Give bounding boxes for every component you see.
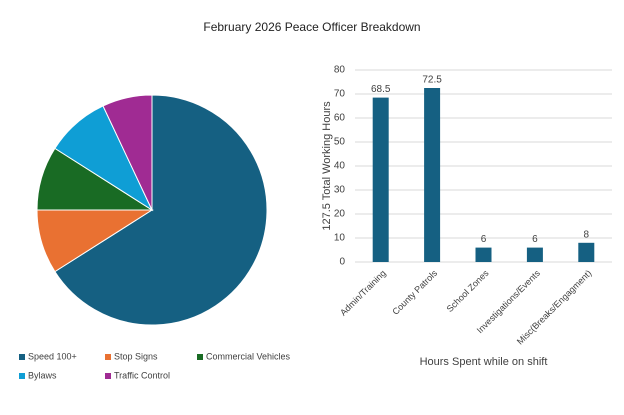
legend-label: Commercial Vehicles [206,351,291,361]
value-label: 6 [532,234,538,245]
value-label: 6 [481,234,487,245]
value-label: 72.5 [422,75,442,86]
bar [372,97,389,262]
x-axis-title: Hours Spent while on shift [420,356,548,368]
legend-swatch [197,354,203,360]
bar [578,242,595,262]
y-tick-label: 10 [334,233,346,244]
bar [475,247,492,262]
y-tick-label: 50 [334,137,346,148]
y-tick-label: 20 [334,209,346,220]
bar [526,247,543,262]
legend-label: Traffic Control [114,370,170,380]
pie-slice [54,94,268,326]
value-label: 8 [584,229,590,240]
y-tick-label: 80 [334,65,346,76]
y-axis-title: 127.5 Total Working Hours [321,101,333,231]
legend-swatch [19,373,25,379]
y-tick-label: 0 [339,257,345,268]
value-label: 68.5 [371,84,391,95]
y-tick-label: 70 [334,89,346,100]
y-tick-label: 60 [334,113,346,124]
legend-label: Stop Signs [114,351,158,361]
chart-title: February 2026 Peace Officer Breakdown [203,20,420,34]
legend-label: Speed 100+ [28,351,77,361]
pie-slice [102,94,153,211]
bar [424,88,441,262]
legend-swatch [105,354,111,360]
legend-swatch [19,354,25,360]
legend-swatch [105,373,111,379]
y-tick-label: 30 [334,185,346,196]
y-tick-label: 40 [334,161,346,172]
legend-label: Bylaws [28,370,57,380]
